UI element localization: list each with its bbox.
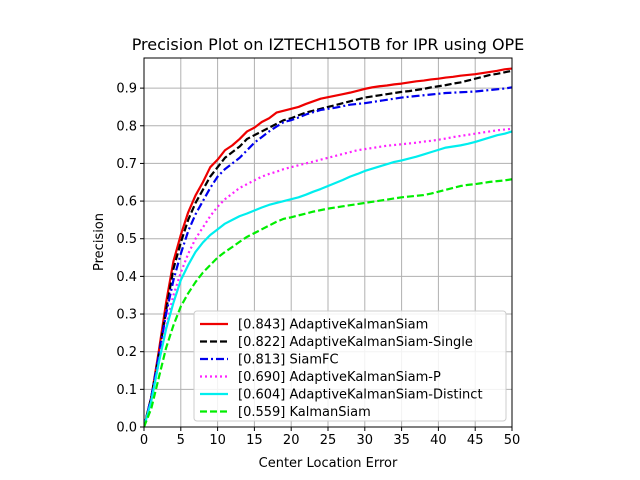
series-group xyxy=(144,67,512,427)
series-line-4 xyxy=(144,130,512,427)
series-line-2 xyxy=(144,86,512,427)
y-tick-label: 0.4 xyxy=(116,270,137,285)
y-tick-label: 0.8 xyxy=(116,119,137,134)
y-tick-label: 0.7 xyxy=(116,157,137,172)
y-tick-label: 0.0 xyxy=(116,421,137,436)
x-axis-label: Center Location Error xyxy=(259,456,398,471)
x-tick-label: 45 xyxy=(467,433,484,448)
x-tick-label: 50 xyxy=(504,433,521,448)
legend-label-5: [0.559] KalmanSiam xyxy=(238,405,371,420)
x-tick-label: 35 xyxy=(393,433,410,448)
x-tick-label: 20 xyxy=(283,433,300,448)
series-line-0 xyxy=(144,67,512,427)
legend-label-3: [0.690] AdaptiveKalmanSiam-P xyxy=(238,370,441,385)
y-tick-label: 0.6 xyxy=(116,195,137,210)
x-tick-label: 10 xyxy=(209,433,226,448)
y-tick-label: 0.9 xyxy=(116,82,137,97)
x-tick-label: 25 xyxy=(320,433,337,448)
ticks: 0 5 10 15 20 25 30 35 40 45 50 0.0 0.1 0.2 0.3 0.4 0.5 0.… xyxy=(116,82,520,448)
x-tick-label: 30 xyxy=(357,433,374,448)
y-axis-label: Precision xyxy=(92,213,107,271)
y-tick-label: 0.5 xyxy=(116,232,137,247)
x-tick-label: 40 xyxy=(430,433,447,448)
legend-label-2: [0.813] SiamFC xyxy=(238,353,339,368)
series-line-1 xyxy=(144,69,512,427)
legend-label-4: [0.604] AdaptiveKalmanSiam-Distinct xyxy=(238,388,483,403)
legend: [0.843] AdaptiveKalmanSiam [0.822] Adapti… xyxy=(193,310,507,422)
series-line-5 xyxy=(144,178,512,427)
x-tick-label: 0 xyxy=(140,433,148,448)
y-tick-label: 0.2 xyxy=(116,345,137,360)
y-tick-label: 0.3 xyxy=(116,308,137,323)
y-tick-label: 0.1 xyxy=(116,383,137,398)
x-tick-label: 5 xyxy=(177,433,185,448)
legend-label-0: [0.843] AdaptiveKalmanSiam xyxy=(238,318,428,333)
chart-title: Precision Plot on IZTECH15OTB for IPR us… xyxy=(132,35,525,54)
legend-label-1: [0.822] AdaptiveKalmanSiam-Single xyxy=(238,335,473,350)
x-tick-label: 15 xyxy=(246,433,263,448)
legend-box xyxy=(193,310,507,422)
